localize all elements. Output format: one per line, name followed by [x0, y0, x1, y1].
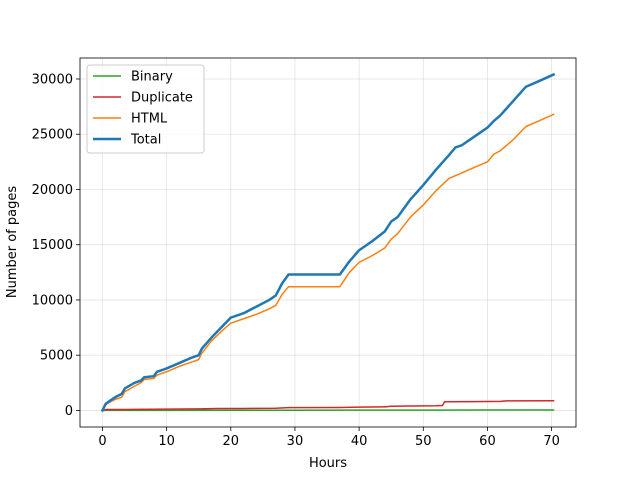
grid — [80, 58, 576, 427]
series-layer — [100, 72, 556, 413]
series-line-html — [101, 113, 555, 412]
y-tick-label: 30000 — [32, 72, 73, 87]
legend-box — [86, 64, 205, 154]
y-tick-label: 5000 — [40, 349, 73, 364]
x-tick-label: 30 — [287, 434, 304, 449]
x-tick-label: 10 — [158, 434, 175, 449]
plot-frame — [79, 57, 577, 428]
x-tick-label: 20 — [223, 434, 240, 449]
legend-label-total: Total — [130, 133, 161, 148]
y-axis: 0 5000 10000 15000 20000 25000 30000 — [32, 72, 80, 419]
legend-label-duplicate: Duplicate — [131, 91, 193, 106]
y-tick-label: 15000 — [32, 238, 73, 253]
x-tick-label: 60 — [479, 434, 496, 449]
legend-label-html: HTML — [131, 112, 168, 127]
legend-label-binary: Binary — [131, 70, 173, 85]
series-line-duplicate — [101, 399, 555, 412]
x-axis: 0 10 20 30 40 50 60 70 — [98, 427, 560, 449]
x-tick-label: 70 — [543, 434, 560, 449]
x-tick-label: 40 — [351, 434, 368, 449]
y-tick-label: 10000 — [32, 293, 73, 308]
x-tick-label: 50 — [415, 434, 432, 449]
series-line-total — [100, 72, 556, 413]
x-tick-label: 0 — [98, 434, 106, 449]
y-tick-label: 0 — [65, 404, 73, 419]
legend: Binary Duplicate HTML Total — [86, 64, 205, 154]
y-axis-label: Number of pages — [5, 186, 20, 298]
y-tick-label: 20000 — [32, 183, 73, 198]
x-axis-label: Hours — [309, 456, 347, 471]
y-tick-label: 25000 — [32, 128, 73, 143]
